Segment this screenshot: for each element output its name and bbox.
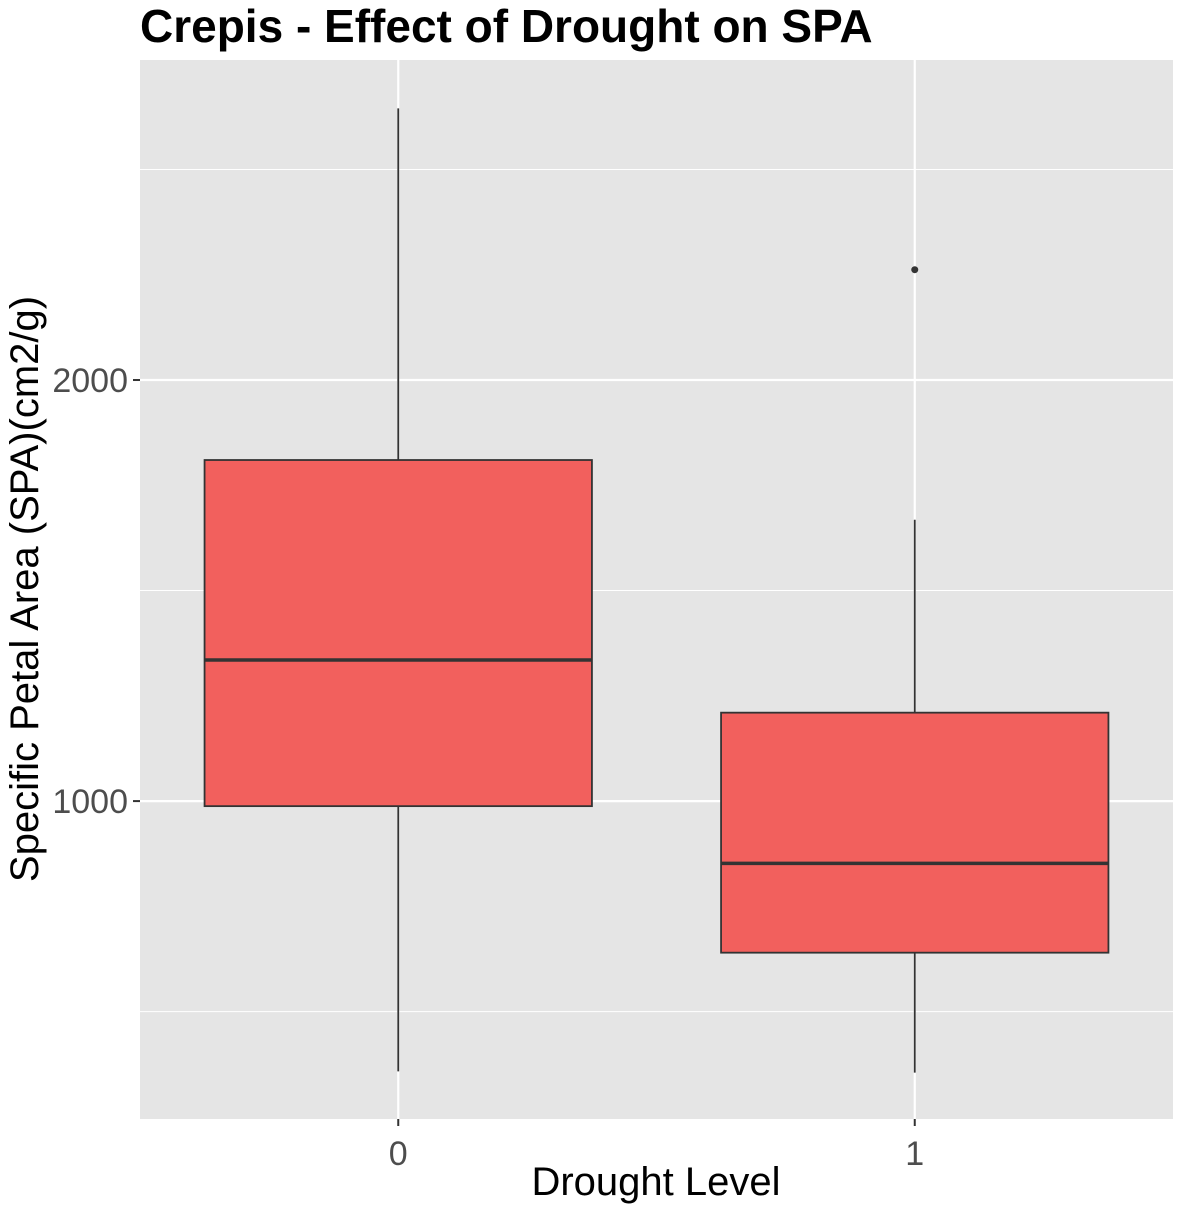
x-tick-label: 1 (905, 1135, 924, 1173)
y-tick-label: 2000 (52, 362, 128, 400)
box-layer (203, 108, 1110, 1073)
box-iqr (203, 459, 593, 808)
outlier-point (911, 266, 919, 274)
y-tick-label: 1000 (52, 783, 128, 821)
x-axis-title: Drought Level (531, 1160, 780, 1204)
box-iqr (720, 711, 1110, 954)
x-tick-label: 0 (389, 1135, 408, 1173)
chart-title: Crepis - Effect of Drought on SPA (140, 0, 873, 52)
y-axis-title: Specific Petal Area (SPA)(cm2/g) (3, 296, 47, 882)
axis-layer: 1000 2000 0 1 (52, 362, 924, 1173)
